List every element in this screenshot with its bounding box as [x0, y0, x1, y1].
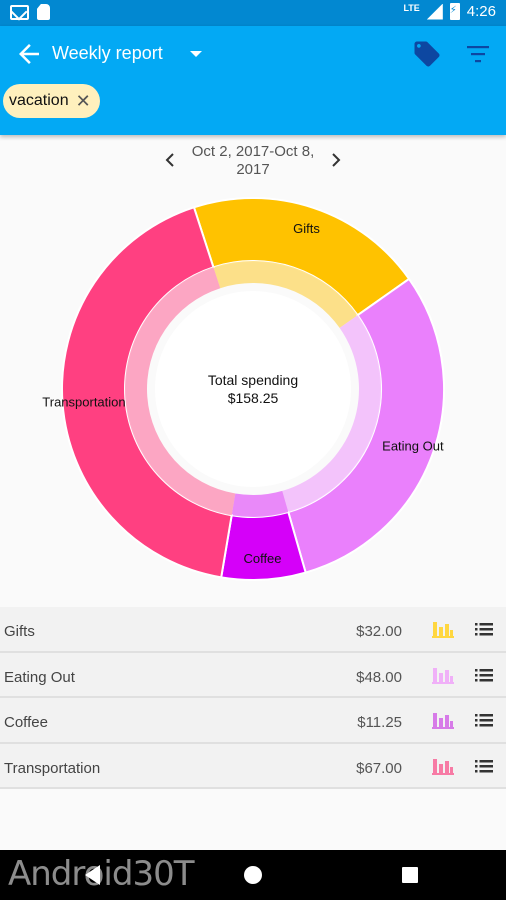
bar-chart-icon[interactable]	[432, 620, 454, 638]
category-amount: $32.00	[356, 623, 402, 640]
center-label: Total spending	[208, 372, 298, 388]
slice-label-coffee: Coffee	[243, 551, 281, 566]
category-name: Transportation	[4, 759, 101, 777]
slice-eating-out[interactable]	[287, 277, 445, 574]
bar-chart-icon[interactable]	[432, 666, 454, 684]
close-icon[interactable]: ✕	[75, 91, 91, 111]
slice-label-transportation: Transportation	[42, 394, 125, 409]
tag-filter-chip-label: vacation	[9, 92, 69, 109]
center-value: $158.25	[228, 390, 279, 406]
report-period-dropdown[interactable]: Weekly report	[52, 43, 202, 64]
category-row[interactable]: Transportation $67.00	[0, 743, 506, 789]
category-name: Gifts	[4, 623, 35, 640]
category-amount: $67.00	[356, 759, 402, 777]
page-title: Weekly report	[52, 43, 163, 63]
chart-center	[155, 291, 351, 487]
slice-transportation[interactable]	[61, 206, 233, 579]
category-list: Gifts $32.00 Eating Out $48.00 Coffee $11.25 T…	[0, 607, 506, 789]
spending-donut-chart: Gifts Eating Out Coffee Transportation Tota…	[42, 197, 445, 581]
gmail-icon	[10, 4, 29, 20]
date-range-label: Oct 2, 2017-Oct 8, 2017	[191, 143, 315, 178]
network-type: LTE	[403, 2, 420, 13]
clock: 4:26	[466, 3, 496, 20]
filter-icon[interactable]	[466, 44, 490, 64]
tag-filter-chip[interactable]: vacation ✕	[3, 84, 100, 118]
nav-back-icon[interactable]	[85, 865, 100, 885]
list-divider	[0, 788, 506, 789]
slice-inner-ring-coffee	[231, 490, 289, 517]
chevron-left-icon[interactable]	[160, 150, 180, 170]
date-navigation: Oct 2, 2017-Oct 8, 2017	[0, 142, 506, 182]
category-row[interactable]: Coffee $11.25	[0, 698, 506, 744]
nav-recents-icon[interactable]	[402, 867, 418, 883]
category-amount: $48.00	[356, 668, 402, 686]
list-icon[interactable]	[475, 621, 493, 637]
signal-icon	[426, 3, 443, 20]
list-icon[interactable]	[475, 667, 493, 683]
list-icon[interactable]	[475, 758, 493, 774]
category-name: Coffee	[4, 714, 48, 731]
back-arrow-icon[interactable]	[14, 39, 44, 69]
app-bar: Weekly report vacation ✕	[0, 26, 506, 135]
bar-chart-icon[interactable]	[432, 757, 454, 775]
dropdown-caret-icon	[189, 50, 202, 57]
category-name: Eating Out	[4, 668, 75, 686]
status-bar: LTE 4:26	[0, 0, 506, 26]
bar-chart-icon[interactable]	[432, 711, 454, 729]
slice-inner-ring-eating-out	[282, 315, 381, 513]
nav-home-icon[interactable]	[244, 866, 262, 884]
watermark: Android30T	[8, 854, 194, 894]
chevron-right-icon[interactable]	[326, 150, 346, 170]
tag-icon[interactable]	[412, 39, 442, 69]
list-icon[interactable]	[475, 712, 493, 728]
slice-inner-ring-transportation	[125, 267, 236, 516]
category-amount: $11.25	[357, 714, 402, 731]
system-nav-bar	[0, 850, 506, 900]
status-bar-notifications	[10, 4, 50, 20]
slice-label-eating-out: Eating Out	[382, 438, 444, 453]
category-row[interactable]: Eating Out $48.00	[0, 652, 506, 698]
battery-charging-icon	[449, 3, 460, 20]
slice-label-gifts: Gifts	[293, 221, 320, 236]
slice-inner-ring-gifts	[213, 261, 358, 328]
category-row[interactable]: Gifts $32.00	[0, 607, 506, 653]
status-bar-system: LTE 4:26	[403, 3, 496, 20]
sd-card-icon	[37, 4, 50, 20]
